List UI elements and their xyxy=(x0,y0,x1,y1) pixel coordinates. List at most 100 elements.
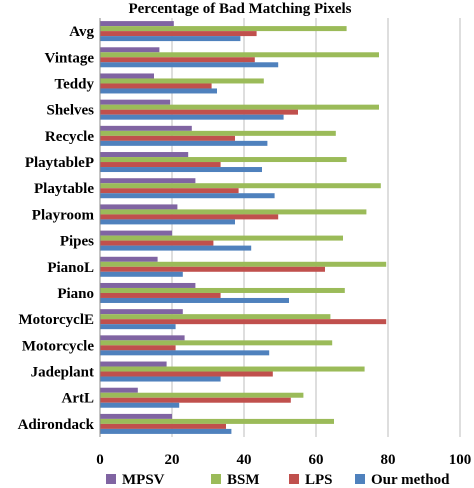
bar-adirondack-lps xyxy=(100,423,226,429)
bar-pianol-our-method xyxy=(100,271,183,277)
category-label-shelves: Shelves xyxy=(46,103,94,119)
bar-motorcycle-our-method xyxy=(100,350,270,356)
category-label-playroom: Playroom xyxy=(32,207,95,223)
bar-playroom-lps xyxy=(100,214,279,220)
category-label-recycle: Recycle xyxy=(45,129,94,145)
bar-jadeplant-lps xyxy=(100,371,273,377)
bar-motorcycle-lps xyxy=(100,345,176,351)
bar-playtable-mpsv xyxy=(100,178,196,184)
bar-motorcycle-our-method xyxy=(100,324,176,330)
bar-piano-mpsv xyxy=(100,282,196,288)
bar-motorcycle-mpsv xyxy=(100,309,183,315)
category-label-motorcycle: MotorcyclE xyxy=(18,312,94,328)
bar-teddy-mpsv xyxy=(100,73,154,79)
bar-recycle-lps xyxy=(100,135,235,141)
bars xyxy=(100,21,387,434)
x-tick-label-0: 0 xyxy=(96,452,104,468)
category-label-avg: Avg xyxy=(69,24,94,40)
bar-playtable-bsm xyxy=(100,183,381,189)
x-tick-label-80: 80 xyxy=(381,452,396,468)
bar-avg-lps xyxy=(100,31,257,37)
legend-label-bsm: BSM xyxy=(227,472,260,488)
x-tick-labels: 0 20 40 60 80 100 xyxy=(96,452,471,468)
category-label-pipes: Pipes xyxy=(60,234,94,250)
bar-artl-mpsv xyxy=(100,387,138,393)
bar-artl-bsm xyxy=(100,392,304,398)
bar-playtablep-mpsv xyxy=(100,152,189,158)
bar-vintage-lps xyxy=(100,57,255,63)
bar-piano-our-method xyxy=(100,297,289,303)
bar-shelves-bsm xyxy=(100,104,379,110)
category-label-playtable: Playtable xyxy=(34,181,94,197)
bar-teddy-our-method xyxy=(100,88,217,94)
bar-vintage-our-method xyxy=(100,62,279,68)
bar-pianol-mpsv xyxy=(100,256,158,262)
bar-pipes-bsm xyxy=(100,235,343,241)
category-label-vintage: Vintage xyxy=(45,50,95,66)
category-labels: Avg Vintage Teddy Shelves Recycle PlaytableP P… xyxy=(18,24,95,433)
bar-playtablep-our-method xyxy=(100,167,262,173)
bar-vintage-bsm xyxy=(100,52,379,58)
bar-playtablep-lps xyxy=(100,162,221,168)
bar-recycle-bsm xyxy=(100,130,336,136)
category-label-teddy: Teddy xyxy=(55,76,95,92)
x-tick-label-20: 20 xyxy=(165,452,180,468)
category-label-piano: Piano xyxy=(57,286,94,302)
bar-jadeplant-our-method xyxy=(100,376,221,382)
legend-swatch-mpsv xyxy=(106,474,116,484)
bar-piano-lps xyxy=(100,292,221,298)
bar-avg-bsm xyxy=(100,26,347,32)
bar-playtable-lps xyxy=(100,188,239,194)
bar-artl-lps xyxy=(100,397,291,403)
category-label-jadeplant: Jadeplant xyxy=(31,365,94,381)
bar-pipes-mpsv xyxy=(100,230,172,236)
bar-teddy-bsm xyxy=(100,78,264,84)
bar-adirondack-bsm xyxy=(100,418,334,424)
bar-motorcycle-bsm xyxy=(100,340,333,346)
chart-title: Percentage of Bad Matching Pixels xyxy=(128,1,351,17)
bar-shelves-our-method xyxy=(100,114,284,120)
bar-shelves-mpsv xyxy=(100,99,171,105)
bar-motorcycle-lps xyxy=(100,319,387,325)
x-tick-label-60: 60 xyxy=(309,452,324,468)
bar-playtablep-bsm xyxy=(100,157,347,163)
category-label-playtablep: PlaytableP xyxy=(25,155,94,171)
bar-avg-mpsv xyxy=(100,21,174,27)
bar-recycle-mpsv xyxy=(100,125,192,131)
bar-jadeplant-bsm xyxy=(100,366,365,372)
bar-pipes-lps xyxy=(100,240,214,246)
bar-adirondack-mpsv xyxy=(100,413,172,419)
category-label-artl: ArtL xyxy=(62,391,95,407)
bar-artl-our-method xyxy=(100,402,180,408)
legend-swatch-bsm xyxy=(211,474,221,484)
bar-pipes-our-method xyxy=(100,245,252,251)
bar-motorcycle-mpsv xyxy=(100,335,185,341)
legend-swatch-lps xyxy=(289,474,299,484)
legend-label-our-method: Our method xyxy=(371,472,450,488)
bar-pianol-bsm xyxy=(100,261,387,267)
bar-playroom-mpsv xyxy=(100,204,178,210)
bar-recycle-our-method xyxy=(100,140,268,146)
bar-vintage-mpsv xyxy=(100,47,160,53)
bar-pianol-lps xyxy=(100,266,325,272)
bar-avg-our-method xyxy=(100,36,241,42)
bar-playroom-bsm xyxy=(100,209,367,215)
x-tick-label-40: 40 xyxy=(237,452,252,468)
bar-playroom-our-method xyxy=(100,219,235,225)
legend-swatch-our-method xyxy=(355,474,365,484)
bar-shelves-lps xyxy=(100,109,298,115)
bar-teddy-lps xyxy=(100,83,212,89)
legend-label-mpsv: MPSV xyxy=(122,472,165,488)
category-label-motorcycle: Motorcycle xyxy=(22,338,95,354)
bar-jadeplant-mpsv xyxy=(100,361,167,367)
category-label-pianol: PianoL xyxy=(47,260,94,276)
bar-piano-bsm xyxy=(100,287,345,293)
legend-label-lps: LPS xyxy=(305,472,333,488)
bar-motorcycle-bsm xyxy=(100,314,331,320)
legend: MPSV BSM LPS Our method xyxy=(106,472,450,488)
bar-playtable-our-method xyxy=(100,193,275,199)
bar-adirondack-our-method xyxy=(100,428,232,434)
x-tick-label-100: 100 xyxy=(449,452,472,468)
category-label-adirondack: Adirondack xyxy=(18,417,95,433)
